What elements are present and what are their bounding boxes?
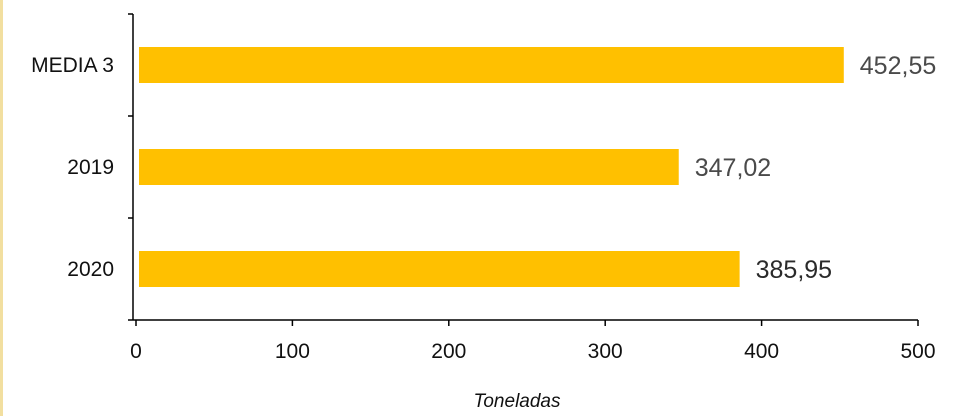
category-label: MEDIA 3 — [31, 54, 114, 77]
left-edge-strip — [0, 0, 3, 416]
value-label: 385,95 — [756, 256, 832, 284]
x-tick-label: 500 — [900, 340, 935, 363]
bar-2020 — [139, 251, 740, 287]
x-axis-title: Toneladas — [474, 391, 561, 412]
category-label: 2019 — [67, 156, 114, 179]
bar-media-3 — [139, 47, 844, 83]
x-tick-label: 300 — [588, 340, 623, 363]
x-tick-label: 400 — [744, 340, 779, 363]
bar-2019 — [139, 149, 679, 185]
x-tick-label: 200 — [431, 340, 466, 363]
value-label: 452,55 — [860, 52, 936, 80]
value-label: 347,02 — [695, 154, 771, 182]
category-label: 2020 — [67, 258, 114, 281]
x-tick-label: 0 — [130, 340, 142, 363]
x-tick-label: 100 — [275, 340, 310, 363]
